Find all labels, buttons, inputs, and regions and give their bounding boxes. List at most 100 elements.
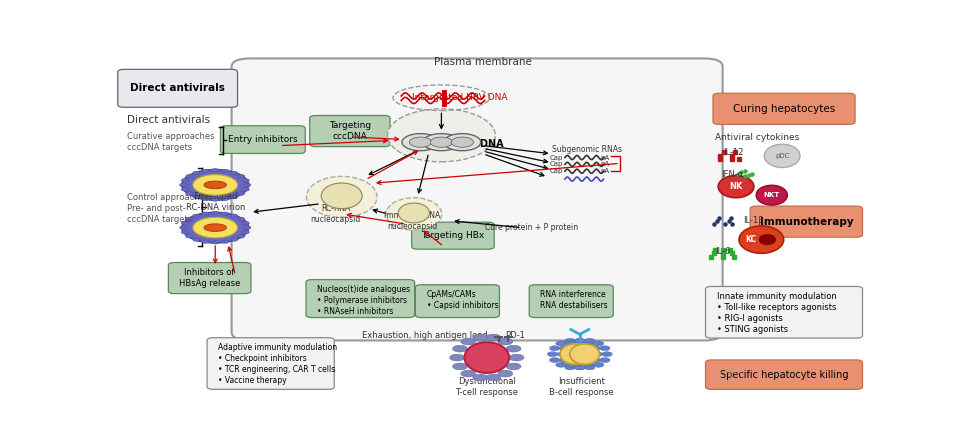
Text: Innate immunity modulation
• Toll-like receptors agonists
• RIG-I agonists
• STI: Innate immunity modulation • Toll-like r… xyxy=(717,292,836,334)
Text: Dysfunctional
T-cell response: Dysfunctional T-cell response xyxy=(455,377,518,396)
Text: Inhibitors of
HBsAg release: Inhibitors of HBsAg release xyxy=(179,268,240,288)
Circle shape xyxy=(237,234,245,238)
Circle shape xyxy=(557,352,567,357)
Circle shape xyxy=(549,358,560,362)
FancyBboxPatch shape xyxy=(310,115,390,147)
Ellipse shape xyxy=(465,342,509,373)
Ellipse shape xyxy=(388,109,495,162)
FancyBboxPatch shape xyxy=(207,338,334,389)
Circle shape xyxy=(449,354,465,361)
Circle shape xyxy=(600,346,610,351)
Circle shape xyxy=(180,226,187,230)
Circle shape xyxy=(584,341,594,346)
Ellipse shape xyxy=(204,224,227,231)
Ellipse shape xyxy=(764,144,800,167)
Circle shape xyxy=(222,197,228,201)
Text: Direct antivirals: Direct antivirals xyxy=(128,115,210,125)
Circle shape xyxy=(193,195,200,198)
Text: Curative approaches
cccDNA targets: Curative approaches cccDNA targets xyxy=(128,132,215,152)
Circle shape xyxy=(211,168,219,172)
Text: NK: NK xyxy=(730,182,743,191)
Circle shape xyxy=(237,192,245,195)
Circle shape xyxy=(181,212,249,243)
Circle shape xyxy=(452,363,468,370)
FancyBboxPatch shape xyxy=(713,93,855,124)
Ellipse shape xyxy=(739,226,783,253)
Circle shape xyxy=(547,352,558,357)
Circle shape xyxy=(461,370,475,377)
Circle shape xyxy=(237,217,245,221)
Circle shape xyxy=(565,341,576,346)
Circle shape xyxy=(181,230,188,234)
Ellipse shape xyxy=(386,198,442,230)
Text: Exhaustion, high antigen load: Exhaustion, high antigen load xyxy=(362,331,488,340)
Circle shape xyxy=(593,341,604,346)
Ellipse shape xyxy=(204,181,227,189)
Circle shape xyxy=(560,346,570,351)
Circle shape xyxy=(230,195,238,198)
Circle shape xyxy=(244,226,251,230)
Circle shape xyxy=(574,365,585,370)
Text: Insufficient
B-cell response: Insufficient B-cell response xyxy=(549,377,613,396)
Circle shape xyxy=(549,346,560,351)
Text: KC: KC xyxy=(745,235,756,244)
Circle shape xyxy=(202,197,209,201)
Circle shape xyxy=(600,358,610,362)
FancyBboxPatch shape xyxy=(706,360,862,389)
Circle shape xyxy=(593,362,604,367)
Circle shape xyxy=(560,358,570,362)
Text: IL-12: IL-12 xyxy=(723,148,743,157)
Circle shape xyxy=(181,188,188,191)
Circle shape xyxy=(574,338,585,343)
Text: 凯莱英药闻: 凯莱英药闻 xyxy=(715,372,742,381)
Text: IL-1β: IL-1β xyxy=(743,216,764,225)
Circle shape xyxy=(592,352,603,357)
Circle shape xyxy=(472,334,488,341)
Circle shape xyxy=(242,178,250,182)
FancyBboxPatch shape xyxy=(706,286,862,338)
Text: Enveloped
RC-DNA virion: Enveloped RC-DNA virion xyxy=(185,192,245,212)
Circle shape xyxy=(193,214,200,218)
Circle shape xyxy=(211,198,219,201)
Circle shape xyxy=(193,238,200,241)
Circle shape xyxy=(430,137,452,147)
Text: Antiviral cytokines: Antiviral cytokines xyxy=(715,133,800,142)
Ellipse shape xyxy=(306,176,377,218)
FancyBboxPatch shape xyxy=(306,280,415,317)
Text: Immunotherapy: Immunotherapy xyxy=(759,217,853,226)
Circle shape xyxy=(244,183,251,186)
Circle shape xyxy=(556,362,566,367)
Circle shape xyxy=(498,338,513,345)
Circle shape xyxy=(222,240,228,243)
Text: CpAMs/CAMs
• Capsid inhibitors: CpAMs/CAMs • Capsid inhibitors xyxy=(426,290,498,310)
Circle shape xyxy=(602,352,612,357)
FancyBboxPatch shape xyxy=(221,126,305,154)
Text: Subgenomic RNAs: Subgenomic RNAs xyxy=(551,144,621,154)
Circle shape xyxy=(451,137,473,147)
Circle shape xyxy=(564,365,575,370)
Circle shape xyxy=(498,370,513,377)
FancyBboxPatch shape xyxy=(118,69,237,107)
Circle shape xyxy=(185,234,193,238)
Circle shape xyxy=(222,169,228,173)
Circle shape xyxy=(242,230,250,234)
Text: Immature RNA
nucleocapsid: Immature RNA nucleocapsid xyxy=(384,211,441,231)
Ellipse shape xyxy=(756,185,787,205)
FancyBboxPatch shape xyxy=(750,206,862,237)
Text: Cap: Cap xyxy=(549,168,563,174)
Text: pA: pA xyxy=(600,155,609,161)
Text: pA: pA xyxy=(600,161,609,167)
Circle shape xyxy=(472,374,488,381)
Circle shape xyxy=(509,354,524,361)
FancyBboxPatch shape xyxy=(412,222,494,249)
Text: Specific hepatocyte killing: Specific hepatocyte killing xyxy=(720,370,849,380)
Text: Curing hepatocytes: Curing hepatocytes xyxy=(732,104,835,114)
Circle shape xyxy=(584,362,594,367)
Circle shape xyxy=(237,174,245,178)
Circle shape xyxy=(589,346,600,351)
Text: Targeting HBx: Targeting HBx xyxy=(421,231,485,240)
Circle shape xyxy=(486,374,501,381)
Circle shape xyxy=(211,211,219,214)
Text: PD-1: PD-1 xyxy=(505,331,525,340)
Ellipse shape xyxy=(560,344,589,365)
